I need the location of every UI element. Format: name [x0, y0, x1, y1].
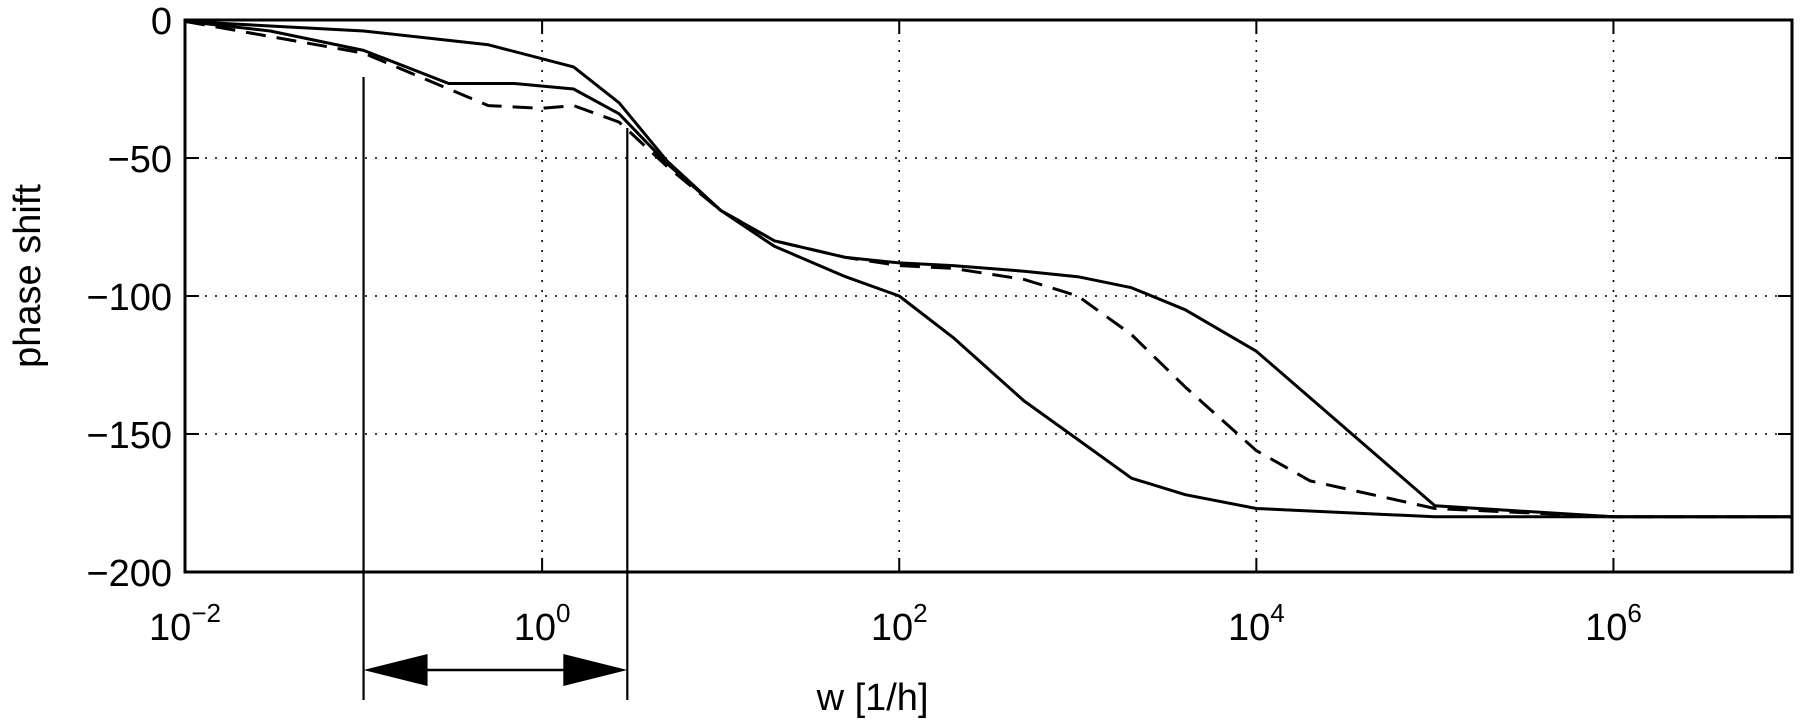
series-lines [184, 19, 1792, 519]
x-tick-label: 102 [871, 598, 928, 649]
x-tick-label: 10−2 [149, 598, 221, 649]
frequency-range-annotation [362, 77, 629, 700]
x-tick-label: 100 [514, 598, 571, 649]
y-tick-label: 0 [151, 1, 172, 43]
x-axis-title: w [1/h] [816, 677, 929, 719]
series-line-2-solid [184, 19, 1792, 519]
grid [185, 20, 1792, 572]
series-line-1-solid [184, 19, 1792, 519]
y-tick-label: −200 [86, 553, 172, 595]
axis-ticks [184, 19, 1792, 573]
x-tick-label: 104 [1228, 598, 1285, 649]
y-axis-title: phase shift [7, 184, 49, 368]
range-arrowhead-right [563, 654, 628, 686]
x-tick-labels: 10−2 100 102 104 106 [149, 598, 1642, 649]
y-tick-labels: 0 −50 −100 −150 −200 [86, 1, 172, 595]
y-tick-label: −100 [86, 277, 172, 319]
y-tick-label: −150 [86, 415, 172, 457]
y-tick-label: −50 [108, 139, 172, 181]
range-arrowhead-left [363, 654, 428, 686]
x-tick-label: 106 [1585, 598, 1642, 649]
series-line-3-dashed [184, 19, 1792, 519]
